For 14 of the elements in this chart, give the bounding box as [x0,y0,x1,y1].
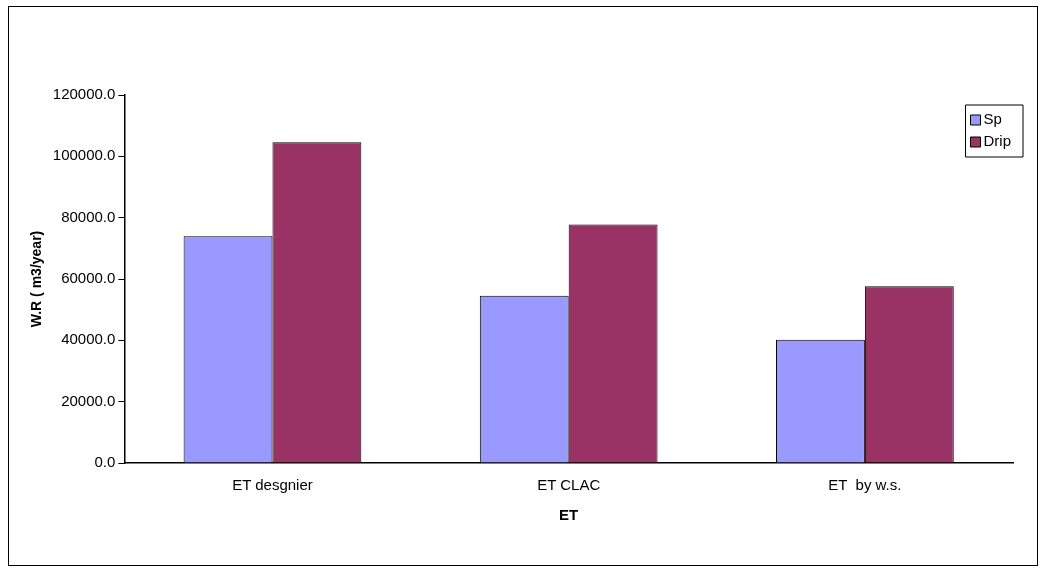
y-tick-label: 20000.0 [61,391,116,409]
y-tick-label: 0.0 [94,453,116,471]
x-tick-label: ET by w.s. [828,476,902,494]
y-tick-label: 60000.0 [61,269,116,287]
x-tick-label: ET CLAC [537,476,601,494]
x-axis-title: ET [559,506,579,524]
legend-label: Drip [983,132,1012,150]
y-axis-title: W.R ( m3/year) [28,230,45,328]
legend-label: Sp [983,110,1002,128]
x-tick-label: ET desgnier [232,476,313,494]
y-tick-label: 100000.0 [52,146,116,164]
y-tick-label: 120000.0 [52,85,116,103]
y-tick-label: 40000.0 [61,330,116,348]
y-tick-label: 80000.0 [61,207,116,225]
